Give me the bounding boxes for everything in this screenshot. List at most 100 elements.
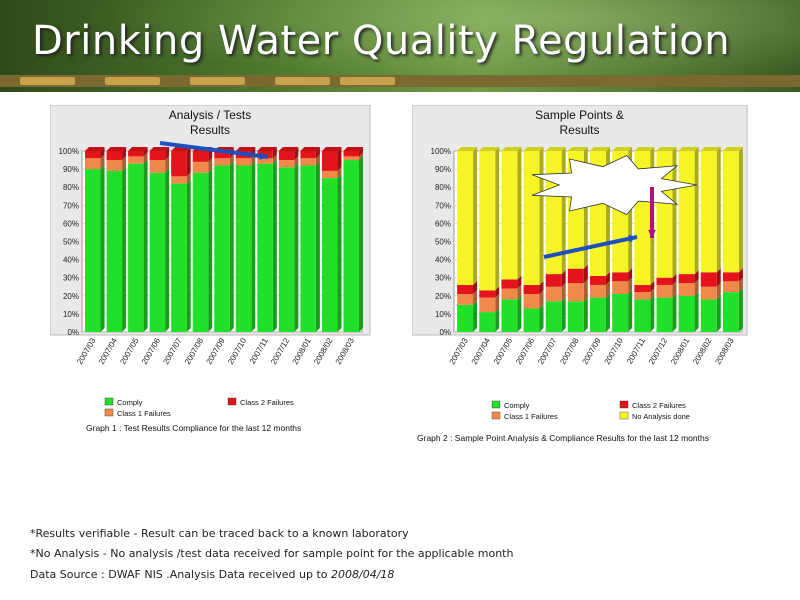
bar-top (567, 147, 588, 151)
page-title: Drinking Water Quality Regulation (32, 18, 731, 64)
bar-side (208, 157, 213, 173)
bar-side (539, 147, 544, 285)
trend-arrow-2 (543, 234, 638, 259)
y-tick-label: 80% (435, 183, 451, 192)
bar-segment (678, 151, 695, 275)
bar-side (517, 275, 522, 289)
x-tick-label: 2007/12 (269, 336, 292, 366)
chart-2-svg: Sample Points &Results 0% 10% 20% 30% 40% 50% 6… (411, 104, 748, 443)
bar-side (294, 147, 299, 161)
legend-swatch (619, 400, 629, 409)
bar-segment (545, 286, 562, 302)
y-tick-label: 0% (439, 328, 451, 337)
bar-side (694, 291, 699, 332)
bar-side (517, 147, 522, 280)
bar-segment (722, 272, 739, 282)
x-tick-label: 2008/02 (312, 336, 335, 366)
bar-segment (300, 158, 316, 166)
bar-top (656, 147, 677, 151)
x-tick-label: 2007/06 (514, 336, 537, 366)
bar-segment (149, 172, 166, 332)
y-tick-label: 40% (435, 256, 451, 265)
bar-segment (149, 151, 166, 161)
bar-segment (545, 274, 562, 287)
y-tick-label: 20% (63, 292, 79, 301)
bar-segment (479, 297, 496, 313)
bar-side (165, 168, 170, 332)
bar-side (315, 147, 320, 159)
bar-segment (214, 158, 230, 166)
bar-top (545, 147, 566, 151)
bar-top (501, 147, 522, 151)
bar-segment (612, 272, 629, 282)
bar-side (716, 147, 721, 273)
bar-side (672, 280, 677, 298)
y-tick-label: 30% (435, 274, 451, 283)
bar-side (473, 289, 478, 305)
x-tick-label: 2008/03 (334, 336, 357, 366)
legend-swatch (619, 411, 629, 420)
y-tick-label: 50% (435, 238, 451, 247)
bar-segment (343, 151, 359, 157)
legend-swatch (104, 408, 114, 417)
chart-1-test-results: Analysis / Tests Results 0% 10% 20% 30% 40% 50%… (49, 104, 390, 440)
bar-top (457, 147, 478, 151)
legend-label: Class 2 Failures (632, 401, 686, 410)
bar-segment (457, 304, 474, 332)
bar-segment (300, 151, 316, 159)
bar-segment (171, 151, 187, 177)
bar-side (628, 268, 633, 282)
bar-segment (590, 284, 606, 298)
bar-segment (257, 163, 273, 332)
bar-segment (501, 279, 518, 289)
bar-side (561, 297, 566, 332)
bar-side (186, 147, 191, 177)
bar-segment (567, 301, 584, 332)
bar-side (358, 152, 363, 161)
bar-top (257, 147, 277, 151)
x-tick-label: 2007/03 (448, 336, 471, 366)
bar-side (272, 159, 277, 332)
bar-segment (214, 151, 230, 159)
bar-segment (192, 172, 209, 332)
bar-top (479, 147, 500, 151)
x-tick-label: 2007/04 (470, 336, 493, 366)
bar-segment (106, 151, 123, 161)
bar-side (122, 147, 127, 161)
x-tick-label: 2007/06 (140, 336, 163, 366)
bar-segment (278, 151, 295, 161)
x-tick-label: 2008/03 (713, 336, 736, 366)
bar-side (122, 166, 127, 332)
legend-label: Comply (504, 401, 530, 410)
data-source-date: 2008/04/18 (331, 568, 395, 581)
banner-rail (0, 75, 800, 87)
bar-segment (722, 151, 739, 273)
bar-segment (634, 284, 651, 293)
bar-side (143, 159, 148, 332)
bar-side (337, 147, 342, 171)
chart-caption: Graph 1 : Test Results Compliance for th… (86, 423, 301, 433)
bar-segment (192, 151, 209, 162)
data-source-prefix: Data Source : DWAF NIS .Analysis Data re… (30, 568, 332, 581)
bar-side (143, 152, 148, 164)
bar-side (100, 147, 105, 159)
bar-side (672, 273, 677, 285)
bar-segment (656, 277, 673, 285)
bar-side (738, 277, 743, 293)
y-tick-label: 10% (435, 310, 451, 319)
chart-title-line: Analysis / Tests (169, 108, 251, 122)
bar-segment (479, 151, 496, 291)
trend-arrow-1 (159, 141, 269, 160)
bar-side (605, 271, 610, 285)
x-tick-label: 2008/01 (669, 336, 692, 366)
y-tick-label: 60% (63, 219, 79, 228)
y-tick-label: 70% (63, 201, 79, 210)
legend-swatch (491, 411, 501, 420)
x-tick-label: 2008/02 (691, 336, 714, 366)
bar-side (694, 270, 699, 284)
bar-top (634, 147, 655, 151)
x-tick-label: 2007/11 (248, 336, 270, 366)
bar-segment (214, 165, 230, 332)
bar-side (561, 270, 566, 287)
bar-segment (457, 293, 474, 305)
